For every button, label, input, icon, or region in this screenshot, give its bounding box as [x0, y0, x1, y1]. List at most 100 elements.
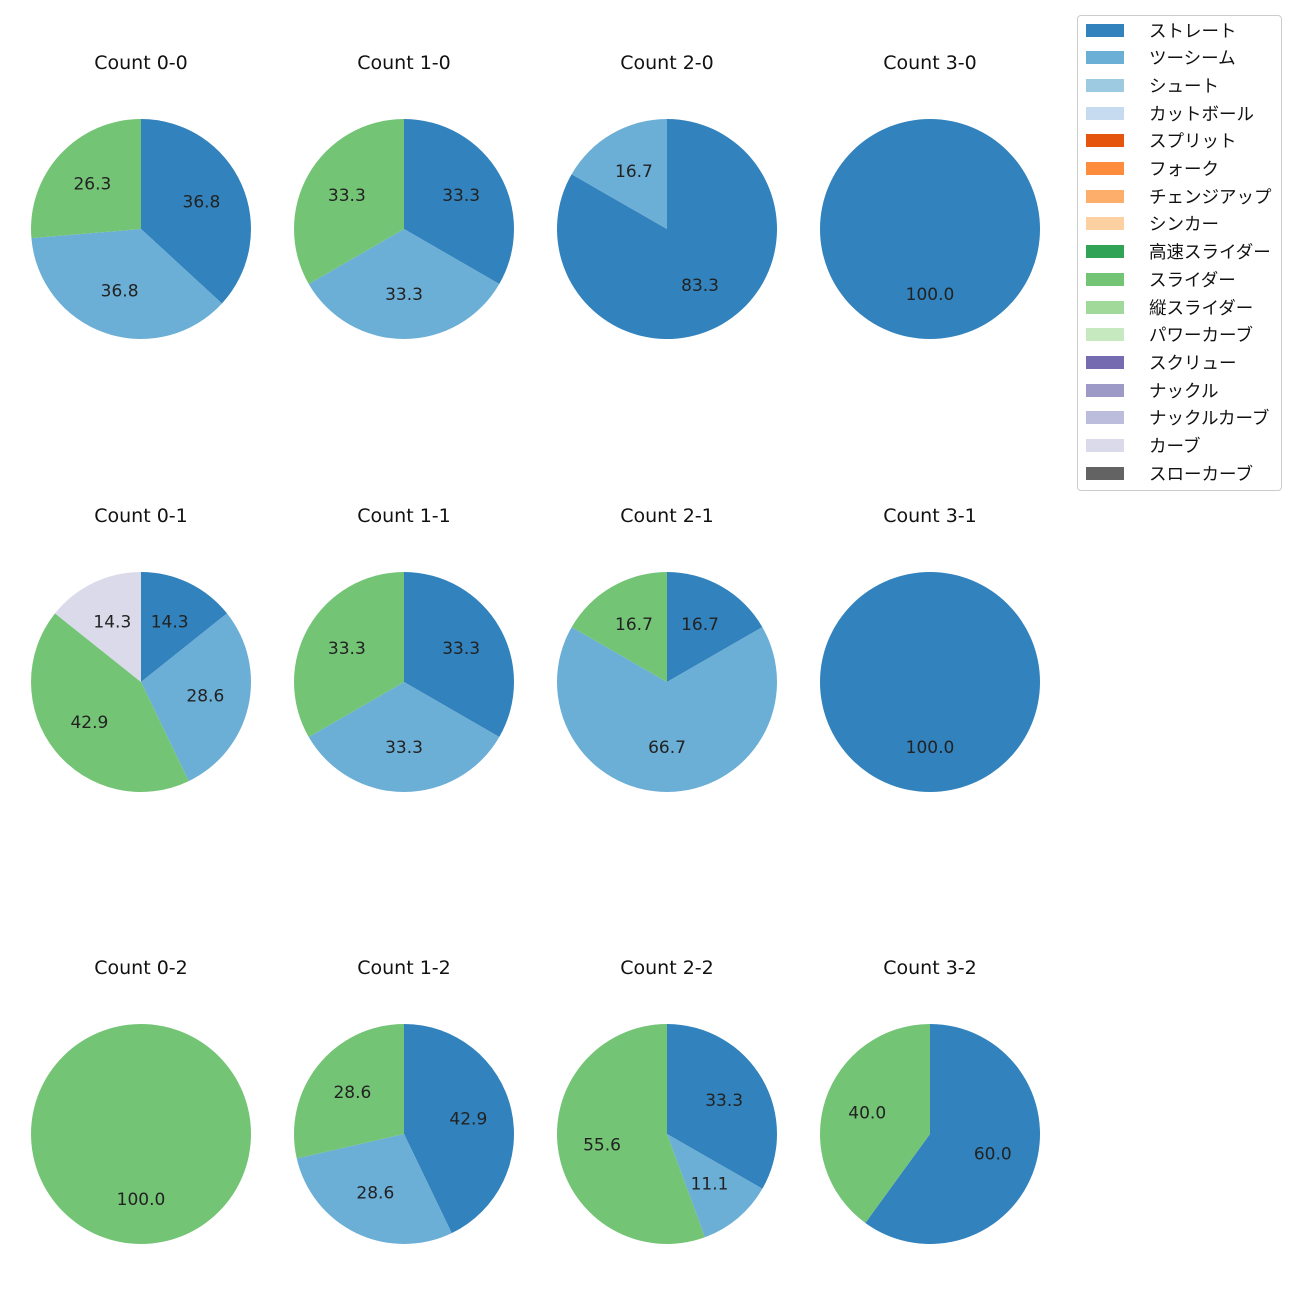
pie-count-0-2: Count 0-2 100.0	[31, 957, 251, 1244]
slice-label: 33.3	[442, 639, 480, 659]
pie-slice	[141, 613, 251, 782]
legend-item: カーブ	[1086, 436, 1201, 457]
pie-slice	[296, 1134, 452, 1244]
legend-swatch	[1086, 383, 1124, 397]
legend-label: カーブ	[1149, 437, 1201, 457]
pie-slice	[557, 1024, 705, 1244]
slice-label: 16.7	[615, 615, 653, 635]
pie-slice	[667, 572, 763, 682]
pie-slice	[404, 572, 514, 737]
slice-label: 42.9	[70, 713, 108, 733]
pie-count-0-0: Count 0-0 36.8 36.8 26.3	[31, 52, 251, 339]
slice-label: 33.3	[328, 186, 366, 206]
pie-count-3-1: Count 3-1 100.0	[820, 505, 1040, 792]
legend-label: ツーシーム	[1149, 49, 1236, 70]
legend-label: ナックルカーブ	[1149, 409, 1270, 430]
legend-swatch	[1086, 328, 1124, 342]
legend-item: スライダー	[1086, 269, 1236, 291]
pie-slice	[294, 119, 404, 284]
legend-item: シュート	[1086, 75, 1219, 97]
slice-label: 28.6	[186, 687, 224, 707]
legend-item: 縦スライダー	[1086, 297, 1254, 319]
slice-label: 42.9	[449, 1109, 487, 1129]
pie-title: Count 3-0	[883, 52, 977, 74]
pie-count-1-0: Count 1-0 33.3 33.3 33.3	[294, 52, 514, 339]
legend-label: パワーカーブ	[1149, 326, 1253, 347]
pie-slice	[141, 572, 228, 682]
pie-slice	[820, 119, 1040, 339]
pie-slice	[571, 572, 667, 682]
legend-item: スプリット	[1086, 131, 1237, 153]
legend-item: スクリュー	[1086, 352, 1237, 374]
slice-label: 16.7	[615, 162, 653, 182]
slice-label: 16.7	[681, 615, 719, 635]
slice-label: 33.3	[385, 738, 423, 758]
legend-swatch	[1086, 189, 1124, 203]
legend-label: スライダー	[1149, 270, 1236, 291]
legend-label: シンカー	[1149, 215, 1219, 236]
pie-title: Count 3-2	[883, 957, 977, 979]
pie-slice	[54, 572, 141, 682]
slice-label: 14.3	[151, 613, 189, 633]
legend-label: スクリュー	[1149, 353, 1237, 374]
pie-title: Count 0-0	[94, 52, 188, 74]
pie-slice	[31, 229, 222, 339]
pie-slice	[556, 627, 777, 792]
pie-slice	[31, 613, 189, 792]
pie-slice	[31, 119, 142, 239]
pie-slice	[820, 1024, 930, 1223]
pie-slice	[667, 1134, 763, 1238]
pie-slice	[404, 119, 514, 284]
legend-swatch	[1086, 245, 1124, 259]
pie-title: Count 2-1	[620, 505, 714, 527]
legend-swatch	[1086, 23, 1124, 37]
pie-count-2-2: Count 2-2 33.3 11.1 55.6	[557, 957, 777, 1244]
slice-label: 100.0	[906, 738, 955, 758]
pie-title: Count 3-1	[883, 505, 977, 527]
legend-swatch	[1086, 355, 1124, 369]
pie-title: Count 1-0	[357, 52, 451, 74]
legend-item: カットボール	[1086, 103, 1254, 125]
pie-title: Count 0-1	[94, 505, 188, 527]
slice-label: 26.3	[73, 174, 111, 194]
legend-label: スローカーブ	[1149, 464, 1253, 485]
legend-item: チェンジアップ	[1086, 186, 1272, 208]
slice-label: 100.0	[117, 1190, 166, 1210]
pie-slice	[571, 119, 667, 229]
legend-item: 高速スライダー	[1086, 242, 1271, 264]
pie-slice	[820, 572, 1040, 792]
slice-label: 14.3	[93, 613, 131, 633]
legend-swatch	[1086, 439, 1124, 452]
legend-label: 縦スライダー	[1149, 298, 1254, 319]
pie-title: Count 2-0	[620, 52, 714, 74]
slice-label: 66.7	[648, 738, 686, 758]
slice-label: 36.8	[101, 281, 139, 301]
legend-item: シンカー	[1086, 214, 1219, 236]
slice-label: 60.0	[974, 1144, 1012, 1164]
legend-label: 高速スライダー	[1149, 243, 1271, 264]
legend-label: ストレート	[1149, 21, 1237, 42]
legend-swatch	[1086, 78, 1124, 92]
pie-count-1-2: Count 1-2 42.9 28.6 28.6	[294, 957, 514, 1244]
pie-title: Count 1-1	[357, 505, 451, 527]
legend-label: スプリット	[1149, 132, 1237, 153]
pie-title: Count 0-2	[94, 957, 188, 979]
pie-slice	[141, 119, 251, 304]
pie-slice	[294, 1024, 404, 1159]
legend-item: フォーク	[1086, 159, 1219, 180]
pie-slice	[294, 572, 404, 737]
legend-swatch	[1086, 300, 1124, 314]
legend-label: カットボール	[1149, 104, 1254, 125]
pie-title: Count 2-2	[620, 957, 714, 979]
legend-label: シュート	[1149, 76, 1219, 97]
legend-swatch	[1086, 162, 1124, 175]
legend-swatch	[1086, 106, 1124, 120]
pie-slice	[667, 1024, 777, 1189]
pie-count-1-1: Count 1-1 33.3 33.3 33.3	[294, 505, 514, 792]
slice-label: 28.6	[333, 1083, 371, 1103]
legend-swatch	[1086, 272, 1124, 286]
legend-label: チェンジアップ	[1149, 187, 1272, 208]
legend-label: ナックル	[1149, 381, 1219, 402]
pie-count-3-0: Count 3-0 100.0	[820, 52, 1040, 339]
